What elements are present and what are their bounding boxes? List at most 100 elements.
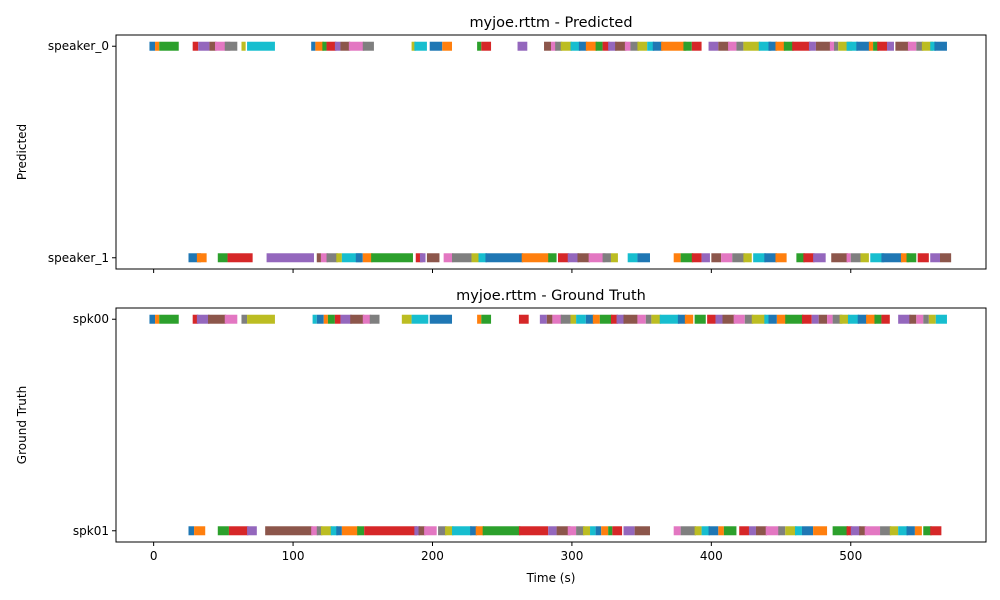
x-tick-label: 500 (839, 549, 862, 563)
segment-bar (736, 41, 744, 51)
segment-bar (355, 253, 363, 263)
segment-bar (856, 41, 871, 51)
segment-bar (935, 314, 947, 324)
segment-bar (330, 526, 338, 536)
segment-bar (198, 41, 210, 51)
segment-bar (923, 526, 932, 536)
segment-bar (224, 314, 238, 324)
segment-bar (866, 314, 876, 324)
segment-bar (847, 314, 860, 324)
x-tick-label: 300 (560, 549, 583, 563)
segment-bar (838, 41, 853, 51)
segment-bar (429, 314, 453, 324)
segment-bar (149, 41, 156, 51)
segment-bar (336, 253, 342, 263)
segment-bar (426, 253, 440, 263)
y-axis-label: Ground Truth (15, 386, 29, 464)
segment-bar (906, 526, 915, 536)
segment-bar (595, 526, 602, 536)
segment-bar (707, 314, 716, 324)
segment-bar (832, 314, 843, 324)
segment-bar (715, 314, 723, 324)
segment-bar (775, 41, 786, 51)
segment-bar (247, 526, 257, 536)
segment-bar (341, 253, 362, 263)
segment-bar (445, 526, 454, 536)
segment-bar (906, 253, 917, 263)
segment-bar (551, 41, 557, 51)
segment-bar (811, 314, 819, 324)
segment-bar (792, 41, 811, 51)
segment-bar (928, 314, 936, 324)
segment-bar (859, 526, 867, 536)
segment-bar (411, 314, 429, 324)
x-tick-label: 400 (700, 549, 723, 563)
segment-bar (320, 526, 333, 536)
segment-bar (939, 253, 952, 263)
segment-bar (570, 41, 581, 51)
segment-bar (188, 526, 195, 536)
segment-bar (552, 314, 563, 324)
segment-bar (694, 526, 702, 536)
plot-frame (115, 307, 987, 543)
segment-bar (265, 526, 313, 536)
segment-bar (647, 41, 655, 51)
segment-bar (898, 526, 908, 536)
segment-bar (764, 253, 777, 263)
segment-bar (683, 41, 692, 51)
segment-bar (418, 526, 426, 536)
segment-bar (557, 253, 570, 263)
segment-bar (610, 253, 618, 263)
segment-bar (477, 41, 482, 51)
segment-bar (711, 253, 722, 263)
segment-bar (548, 526, 557, 536)
segment-bar (592, 314, 600, 324)
segment-bar (364, 526, 418, 536)
segment-bar (813, 253, 826, 263)
segment-bar (794, 526, 802, 536)
segment-bar (241, 41, 246, 51)
segment-bar (743, 253, 752, 263)
segment-bar (415, 253, 423, 263)
segment-bar (827, 314, 833, 324)
segment-bar (544, 41, 551, 51)
segment-bar (517, 41, 528, 51)
segment-bar (560, 41, 572, 51)
segment-bar (677, 314, 687, 324)
segment-bar (708, 41, 719, 51)
segment-bar (785, 314, 804, 324)
y-axis-label: Predicted (15, 124, 29, 180)
segment-bar (155, 314, 160, 324)
segment-bar (323, 314, 328, 324)
segment-bar (818, 314, 828, 324)
segment-bar (217, 253, 228, 263)
segment-bar (691, 253, 702, 263)
segment-bar (414, 526, 420, 536)
segment-bar (518, 526, 549, 536)
segment-bar (873, 41, 879, 51)
segment-bar (917, 253, 929, 263)
segment-bar (850, 253, 861, 263)
segment-bar (208, 314, 227, 324)
track-0-segments (188, 253, 952, 263)
segment-bar (452, 253, 472, 263)
segment-bar (751, 314, 766, 324)
segment-bar (916, 41, 924, 51)
segment-bar (637, 253, 650, 263)
segment-bar (850, 526, 861, 536)
segment-bar (326, 41, 337, 51)
segment-bar (452, 526, 472, 536)
segment-bar (743, 41, 761, 51)
segment-bar (322, 41, 327, 51)
segment-bar (801, 526, 814, 536)
segment-bar (159, 314, 179, 324)
segment-bar (336, 526, 342, 536)
segment-bar (316, 253, 321, 263)
segment-bar (149, 314, 156, 324)
segment-bar (623, 526, 635, 536)
segment-bar (803, 253, 815, 263)
segment-bar (739, 526, 749, 536)
segment-bar (881, 314, 890, 324)
segment-bar (401, 314, 412, 324)
segment-bar (895, 41, 910, 51)
